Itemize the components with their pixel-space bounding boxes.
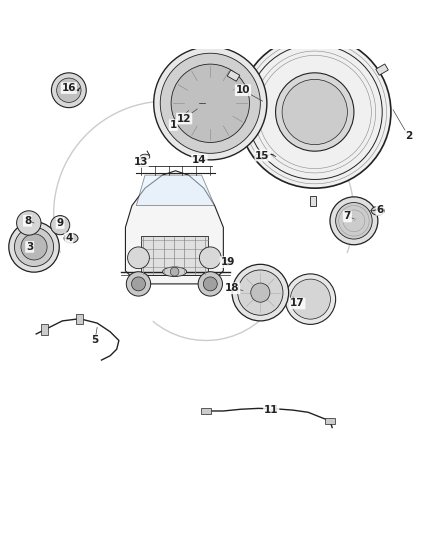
Circle shape (126, 272, 151, 296)
Circle shape (285, 274, 336, 325)
Ellipse shape (140, 154, 150, 159)
Ellipse shape (194, 156, 205, 161)
Ellipse shape (64, 233, 78, 243)
Text: 1: 1 (170, 120, 177, 130)
Text: 9: 9 (57, 218, 64, 228)
Circle shape (290, 279, 330, 319)
Bar (227, 70, 240, 81)
Polygon shape (125, 171, 223, 284)
Bar (310, 196, 317, 206)
Circle shape (17, 211, 41, 235)
Bar (42, 325, 48, 335)
Circle shape (171, 64, 250, 142)
Circle shape (330, 197, 378, 245)
Circle shape (170, 268, 179, 276)
Circle shape (239, 36, 391, 188)
Text: 15: 15 (255, 150, 270, 160)
Text: 17: 17 (290, 298, 305, 309)
Bar (76, 313, 83, 324)
Text: 11: 11 (264, 405, 279, 415)
Bar (201, 408, 211, 415)
Text: 14: 14 (192, 155, 207, 165)
Circle shape (336, 203, 372, 239)
Text: 13: 13 (134, 157, 148, 167)
Text: 19: 19 (220, 257, 235, 267)
Circle shape (154, 47, 267, 160)
Circle shape (232, 264, 289, 321)
Text: 6: 6 (376, 205, 384, 215)
Ellipse shape (255, 154, 266, 160)
Bar (325, 417, 335, 424)
Ellipse shape (371, 206, 385, 215)
Circle shape (131, 277, 145, 291)
Text: 5: 5 (92, 335, 99, 345)
Circle shape (21, 234, 47, 260)
Text: 16: 16 (62, 83, 76, 93)
Circle shape (50, 215, 70, 235)
Circle shape (160, 53, 260, 154)
Text: 3: 3 (26, 242, 33, 252)
Polygon shape (136, 175, 215, 206)
Circle shape (238, 270, 283, 315)
Text: 7: 7 (344, 212, 351, 221)
Bar (376, 64, 389, 75)
Circle shape (199, 247, 221, 269)
Circle shape (127, 247, 149, 269)
Ellipse shape (223, 259, 233, 265)
Ellipse shape (162, 267, 187, 277)
Text: 10: 10 (236, 85, 250, 95)
Text: 2: 2 (405, 131, 412, 141)
Circle shape (203, 277, 217, 291)
Bar (141, 236, 208, 275)
Text: 8: 8 (24, 216, 31, 226)
Circle shape (57, 78, 81, 102)
Circle shape (9, 222, 59, 272)
Circle shape (198, 272, 223, 296)
Text: 4: 4 (65, 233, 73, 243)
Circle shape (51, 73, 86, 108)
Circle shape (276, 73, 354, 151)
Circle shape (251, 283, 270, 302)
Text: 12: 12 (177, 114, 191, 124)
Text: 18: 18 (225, 283, 239, 293)
Circle shape (282, 79, 347, 144)
Bar (266, 405, 276, 413)
Circle shape (14, 228, 53, 266)
